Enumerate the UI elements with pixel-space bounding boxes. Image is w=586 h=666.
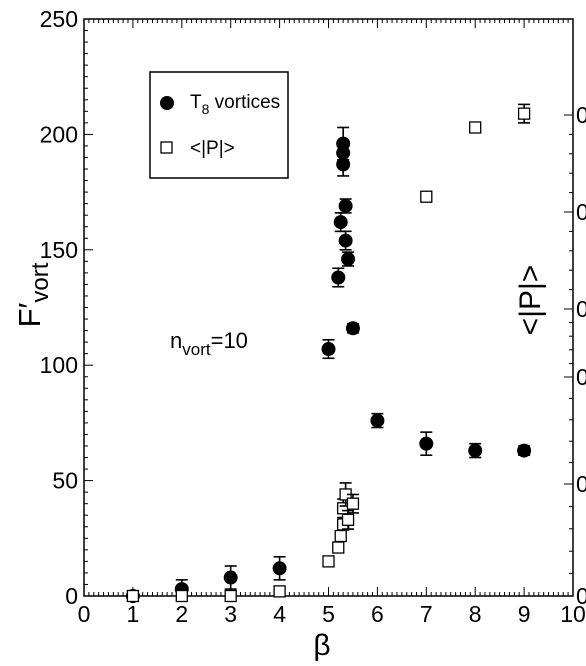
annotation-rest: =10 xyxy=(211,328,248,353)
point-polyakov xyxy=(273,585,286,598)
point-polyakov xyxy=(224,589,237,603)
y2-tick-label: 0 xyxy=(576,583,586,609)
y-tick-label: 50 xyxy=(52,468,78,494)
annotation-sub: vort xyxy=(182,340,211,359)
point-vortices xyxy=(321,342,336,357)
y-axis-label-sub: vort xyxy=(27,262,54,302)
x-tick-label: 8 xyxy=(469,601,482,627)
x-tick-label: 4 xyxy=(273,601,286,627)
legend-marker-vortices xyxy=(160,96,174,110)
y-axis-label-main: F′ xyxy=(12,302,47,327)
point-polyakov xyxy=(126,589,140,603)
x-tick-label: 10 xyxy=(560,601,586,627)
x-tick-label: 1 xyxy=(127,601,140,627)
x-tick-label: 5 xyxy=(322,601,335,627)
labels-layer: β F′vort <|P|> nvort=10 xyxy=(12,262,547,662)
data-layer xyxy=(125,103,532,603)
point-vortices xyxy=(517,443,532,458)
legend: T8 vortices <|P|> xyxy=(149,71,289,179)
point-vortices xyxy=(331,270,346,285)
x-tick-label: 9 xyxy=(518,601,531,627)
y-tick-label: 0 xyxy=(65,583,78,609)
y2-tick-label: 0 xyxy=(576,471,586,497)
point-vortices xyxy=(341,252,356,267)
point-polyakov xyxy=(334,529,347,543)
y-axis-label: F′vort xyxy=(12,262,54,327)
x-tick-label: 6 xyxy=(371,601,384,627)
point-polyakov xyxy=(420,190,433,203)
point-vortices xyxy=(345,321,360,336)
point-vortices xyxy=(336,136,351,151)
y2-tick-label: 0 xyxy=(576,364,586,390)
point-polyakov xyxy=(469,121,482,134)
y2-tick-label: 0 xyxy=(576,199,586,225)
annotation-main: n xyxy=(170,328,182,353)
point-polyakov xyxy=(322,555,335,568)
x-tick-label: 2 xyxy=(175,601,188,627)
legend-label-vortices-main: T xyxy=(190,92,202,113)
point-polyakov xyxy=(517,107,531,120)
legend-label-polyakov: <|P|> xyxy=(190,138,235,159)
legend-label-vortices-rest: vortices xyxy=(209,92,280,113)
y2-tick-label: 0 xyxy=(576,102,586,128)
point-vortices xyxy=(223,570,238,585)
y-tick-label: 100 xyxy=(40,352,78,378)
point-vortices xyxy=(338,233,353,248)
x-tick-label: 7 xyxy=(420,601,433,627)
x-tick-label: 0 xyxy=(78,601,91,627)
legend-label-vortices: T8 vortices xyxy=(190,92,280,117)
point-vortices xyxy=(419,436,434,451)
n-vort-annotation: nvort=10 xyxy=(170,328,248,359)
point-vortices xyxy=(370,413,385,428)
point-vortices xyxy=(333,215,348,230)
legend-label-vortices-sub: 8 xyxy=(202,101,210,117)
legend-marker-polyakov xyxy=(160,141,173,154)
y2-tick-label: 0 xyxy=(576,296,586,322)
point-polyakov xyxy=(346,497,360,510)
x-axis-label: β xyxy=(313,629,330,662)
y-tick-label: 250 xyxy=(40,6,78,32)
y-tick-label: 200 xyxy=(40,121,78,147)
point-polyakov xyxy=(332,541,345,554)
point-polyakov xyxy=(175,589,188,603)
point-polyakov xyxy=(341,513,355,526)
y2-axis-label: <|P|> xyxy=(514,265,547,336)
y-tick-label: 150 xyxy=(40,237,78,263)
point-vortices xyxy=(338,198,353,213)
point-vortices xyxy=(272,561,287,576)
legend-box xyxy=(149,71,289,179)
x-tick-label: 3 xyxy=(224,601,237,627)
point-vortices xyxy=(468,443,483,458)
